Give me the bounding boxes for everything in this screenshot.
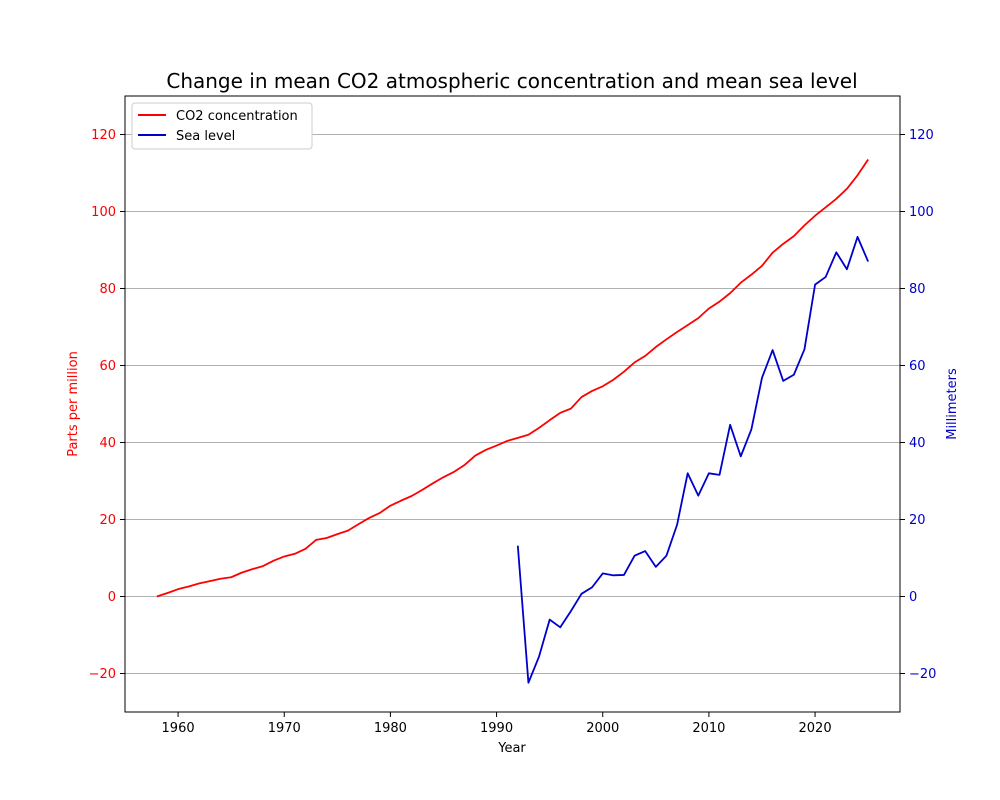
legend-label-sea: Sea level <box>176 129 235 144</box>
y-axis-label-right: Millimeters <box>945 368 960 440</box>
y-tick-label-left: 60 <box>99 359 116 374</box>
y-tick-label-right: 60 <box>909 359 926 374</box>
y-tick-label-left: 80 <box>99 282 116 297</box>
y-tick-label-left: 40 <box>99 436 116 451</box>
legend: CO2 concentration Sea level <box>131 102 313 150</box>
x-tick-label: 1990 <box>480 721 513 736</box>
y-tick-label-left: 100 <box>91 205 116 220</box>
y-tick-label-right: 100 <box>909 205 934 220</box>
legend-label-co2: CO2 concentration <box>176 109 298 124</box>
y-axis-label-left: Parts per million <box>66 351 81 457</box>
chart-title: Change in mean CO2 atmospheric concentra… <box>166 69 857 93</box>
series-line-co2 <box>156 159 869 598</box>
y-tick-label-right: 0 <box>909 590 917 605</box>
y-tick-label-left: 0 <box>108 590 116 605</box>
x-tick-label: 1960 <box>162 721 195 736</box>
y-tick-label-right: 80 <box>909 282 926 297</box>
series-layer <box>156 159 869 684</box>
x-tick-label: 2010 <box>692 721 725 736</box>
y-tick-label-right: 120 <box>909 128 934 143</box>
y-tick-label-left: 120 <box>91 128 116 143</box>
x-tick-label: 1970 <box>268 721 301 736</box>
legend-box <box>131 102 313 150</box>
y-tick-label-right: 20 <box>909 513 926 528</box>
x-tick-label: 1980 <box>374 721 407 736</box>
grid-layer <box>125 134 900 674</box>
x-axis-label: Year <box>497 741 526 756</box>
series-line-sea-level <box>516 236 869 684</box>
y-tick-label-right: 40 <box>909 436 926 451</box>
y-tick-label-left: −20 <box>89 667 116 682</box>
x-tick-label: 2020 <box>799 721 832 736</box>
x-tick-label: 2000 <box>586 721 619 736</box>
y-tick-label-left: 20 <box>99 513 116 528</box>
y-tick-label-right: −20 <box>909 667 936 682</box>
plot-frame <box>124 95 901 713</box>
